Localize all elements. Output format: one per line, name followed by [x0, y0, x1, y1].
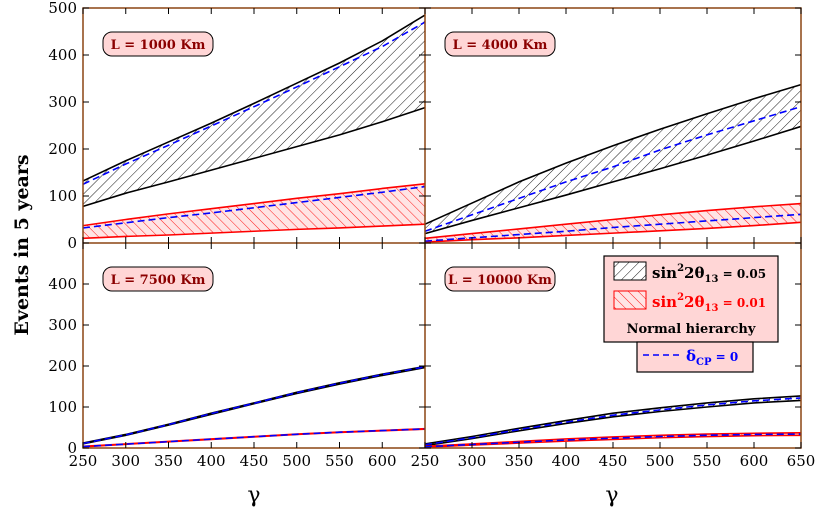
- band-lower-line: [424, 434, 802, 448]
- legend-label-001: sin22θ13 = 0.01: [652, 292, 766, 314]
- x-tick-label: 400: [197, 452, 226, 470]
- y-tick-label: 100: [48, 187, 77, 205]
- x-tick-label: 250: [411, 452, 440, 470]
- legend-hierarchy: Normal hierarchy: [627, 322, 756, 337]
- dcp0-line: [424, 433, 802, 448]
- x-tick-label: 600: [740, 452, 769, 470]
- x-tick-label: 450: [240, 452, 269, 470]
- plot-frame: [82, 7, 802, 449]
- x-tick-label: 600: [368, 452, 397, 470]
- dcp0-line: [82, 21, 426, 185]
- x-tick-label: 500: [282, 452, 311, 470]
- band-lower-line: [424, 221, 802, 243]
- y-tick-label: 400: [48, 275, 77, 293]
- x-tick-label: 300: [111, 452, 140, 470]
- y-axis-label: Events in 5 years: [11, 154, 33, 335]
- y-tick-label: 200: [48, 140, 77, 158]
- x-tick-label: 500: [646, 452, 675, 470]
- dcp0-line: [82, 428, 426, 448]
- panel-1: L = 1000 Km: [82, 8, 426, 243]
- band-sin2-005: [83, 15, 425, 207]
- y-tick-label: 400: [48, 46, 77, 64]
- legend-swatch-005: [613, 261, 647, 281]
- dcp0-line: [424, 105, 802, 233]
- x-tick-label: 350: [505, 452, 534, 470]
- legend-label-dcp: δCP = 0: [686, 347, 738, 368]
- band-upper-line: [424, 83, 802, 225]
- x-tick-label: 550: [325, 452, 354, 470]
- x-tick-label: 350: [154, 452, 183, 470]
- band-upper-line: [424, 432, 802, 448]
- y-tick-label: 300: [48, 93, 77, 111]
- band-upper-line: [82, 14, 426, 182]
- legend-label-005: sin22θ13 = 0.05: [652, 263, 766, 285]
- band-upper-line: [424, 395, 802, 445]
- x-tick-label: 650: [787, 452, 816, 470]
- y-tick-label: 300: [48, 316, 77, 334]
- panel-label-box: [102, 31, 214, 57]
- x-tick-label: 450: [599, 452, 628, 470]
- dcp0-line: [82, 185, 426, 229]
- dcp0-line: [424, 213, 802, 242]
- y-tick-label: 100: [48, 398, 77, 416]
- panel-3: L = 7500 Km: [82, 243, 426, 448]
- x-tick-label: 250: [69, 452, 98, 470]
- panel-label: L = 7500 Km: [111, 273, 206, 288]
- y-tick-label: 0: [67, 234, 77, 252]
- y-tick-label: 200: [48, 357, 77, 375]
- band-lower-line: [424, 399, 802, 447]
- panel-label-box: [444, 31, 556, 57]
- legend: sin22θ13 = 0.05 sin22θ13 = 0.01 Normal h…: [603, 255, 779, 373]
- legend-box-dcp: [636, 341, 754, 373]
- band-sin2-001: [425, 203, 801, 243]
- panel-label-box: [102, 266, 214, 292]
- band-lower-line: [82, 223, 426, 240]
- legend-swatch-001: [613, 290, 647, 310]
- band-upper-line: [82, 182, 426, 227]
- dcp0-line: [82, 366, 426, 445]
- panel-label: L = 1000 Km: [111, 38, 206, 53]
- band-lower-line: [424, 125, 802, 235]
- x-axis-label-left: γ: [247, 483, 260, 508]
- y-tick-label: 500: [48, 0, 77, 17]
- panel-label-box: [444, 266, 556, 292]
- band-lower-line: [82, 106, 426, 208]
- x-axis-label-right: γ: [605, 483, 618, 508]
- x-tick-label: 300: [458, 452, 487, 470]
- band-sin2-005: [425, 84, 801, 234]
- x-tick-label: 400: [552, 452, 581, 470]
- dcp0-line: [424, 397, 802, 446]
- panel-2: L = 4000 Km: [424, 8, 802, 243]
- band-upper-line: [424, 202, 802, 240]
- panel-label: L = 10000 Km: [448, 273, 552, 288]
- y-tick-label: 0: [67, 439, 77, 457]
- panel-label: L = 4000 Km: [453, 38, 548, 53]
- x-tick-label: 550: [693, 452, 722, 470]
